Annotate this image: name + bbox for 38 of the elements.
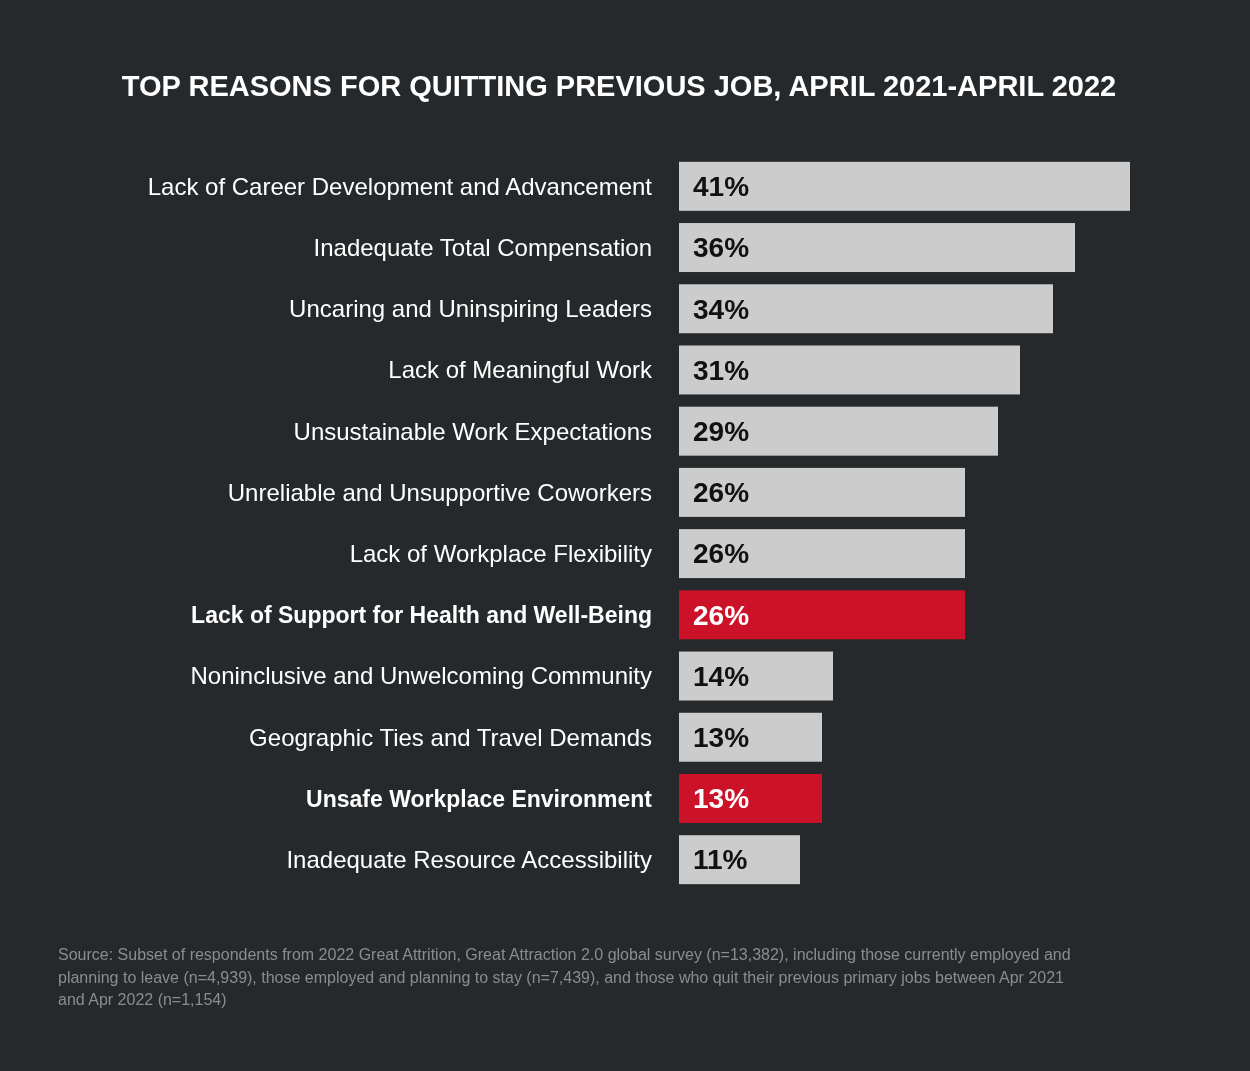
- data-label: 31%: [693, 354, 750, 386]
- bar: [679, 161, 1130, 211]
- bar: [679, 284, 1053, 334]
- data-label: 41%: [693, 171, 750, 203]
- bar: [679, 467, 965, 517]
- y-tick-label: Uncaring and Uninspiring Leaders: [289, 295, 652, 323]
- data-label: 29%: [693, 415, 750, 447]
- bar: [679, 712, 822, 762]
- bar: [679, 590, 965, 640]
- source-note: Source: Subset of respondents from 2022 Great Attrition, Great Attraction 2.0 global survey (n=13,382), including those currently employed and planning to leave (n=4,939), those employed and planning to stay (n=7,439), and those who quit their previous primary jobs between Apr 2021 and Apr 2022 (n=1,154): [58, 946, 1071, 1008]
- data-label: 13%: [693, 783, 750, 815]
- data-label: 26%: [693, 538, 750, 570]
- data-label: 26%: [693, 477, 750, 509]
- bar: [679, 529, 965, 579]
- data-label: 26%: [693, 599, 750, 631]
- y-tick-label: Inadequate Resource Accessibility: [286, 846, 652, 874]
- y-tick-label: Inadequate Total Compensation: [313, 233, 652, 261]
- data-label: 36%: [693, 232, 750, 264]
- y-tick-label: Lack of Meaningful Work: [388, 356, 653, 384]
- bar: [679, 773, 822, 823]
- y-tick-label: Unsustainable Work Expectations: [293, 417, 652, 445]
- data-label: 34%: [693, 293, 750, 325]
- y-tick-label: Geographic Ties and Travel Demands: [249, 723, 652, 751]
- y-tick-label: Unreliable and Unsupportive Coworkers: [227, 478, 652, 506]
- y-tick-label: Lack of Workplace Flexibility: [349, 540, 652, 568]
- bar: [679, 651, 833, 701]
- y-tick-label: Lack of Support for Health and Well-Being: [191, 601, 652, 628]
- y-tick-label: Unsafe Workplace Environment: [306, 785, 653, 812]
- bar: [679, 223, 1075, 273]
- data-label: 13%: [693, 722, 750, 754]
- bar: [679, 406, 998, 456]
- bar: [679, 835, 800, 885]
- y-tick-label: Noninclusive and Unwelcoming Community: [190, 662, 652, 690]
- y-tick-label: Lack of Career Development and Advancement: [147, 172, 653, 200]
- chart-title: TOP REASONS FOR QUITTING PREVIOUS JOB, APRIL 2021-APRIL 2022: [121, 70, 1117, 102]
- data-label: 11%: [693, 844, 748, 876]
- bar: [679, 345, 1020, 395]
- data-label: 14%: [693, 660, 750, 692]
